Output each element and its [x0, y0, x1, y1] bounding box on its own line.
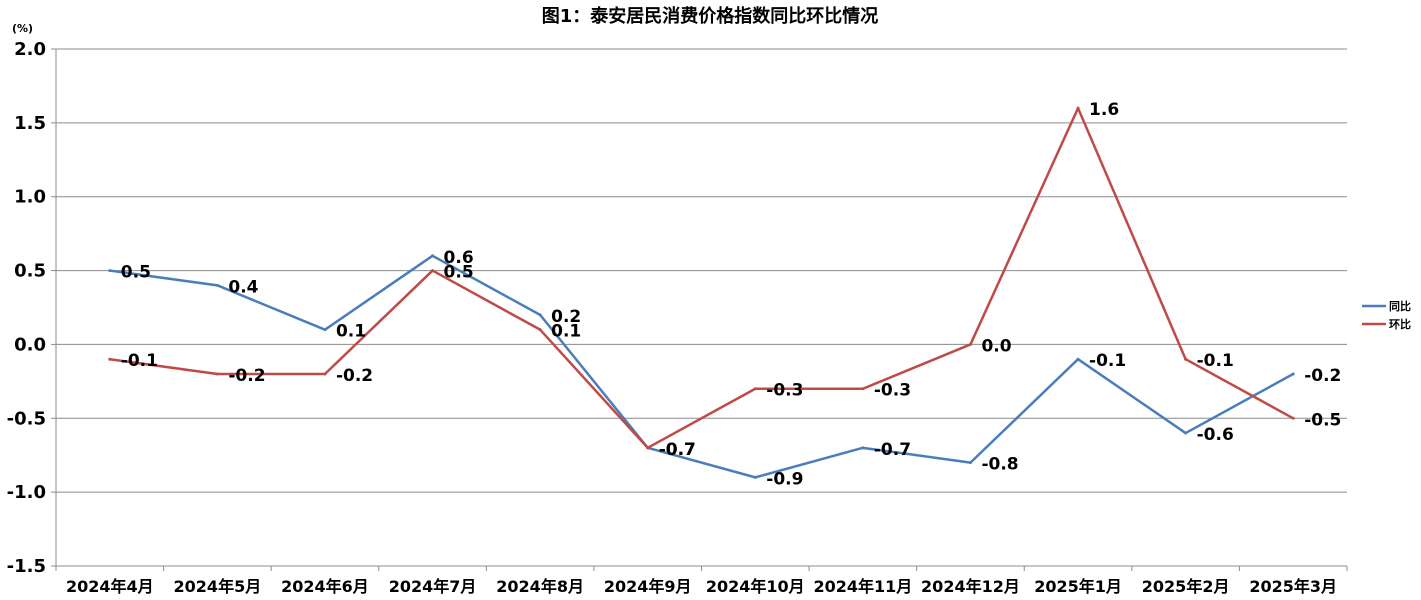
- data-label: 0.0: [981, 336, 1011, 356]
- x-tick-label: 2025年3月: [1249, 577, 1337, 596]
- data-point: [646, 446, 650, 450]
- data-label: -0.2: [336, 366, 373, 386]
- data-point: [861, 387, 865, 391]
- data-label: -0.1: [1197, 351, 1234, 371]
- axes: [51, 48, 1348, 571]
- legend-label: 同比: [1389, 299, 1411, 313]
- data-label: -0.2: [228, 366, 265, 386]
- y-tick-label: -0.5: [7, 408, 46, 429]
- data-label: -0.7: [659, 440, 696, 460]
- data-point: [108, 269, 112, 273]
- y-axis-ticks: 2.0 1.5 1.0 0.5 0.0 -0.5 -1.0 -1.5: [7, 39, 46, 577]
- x-tick-label: 2025年1月: [1034, 577, 1122, 596]
- data-point: [1291, 416, 1295, 420]
- data-point: [431, 269, 435, 273]
- y-tick-label: 1.5: [14, 113, 46, 134]
- x-tick-label: 2024年6月: [281, 577, 369, 596]
- data-point: [108, 357, 112, 361]
- data-point: [753, 475, 757, 479]
- data-point: [968, 461, 972, 465]
- data-label: 0.6: [444, 248, 474, 268]
- data-point: [1184, 431, 1188, 435]
- y-tick-label: 0.5: [14, 261, 46, 282]
- y-tick-label: -1.0: [7, 482, 46, 503]
- data-label: -0.6: [1197, 425, 1234, 445]
- x-tick-label: 2024年8月: [496, 577, 584, 596]
- data-point: [968, 342, 972, 346]
- data-label: -0.3: [766, 381, 803, 401]
- series-line-yoy: [109, 254, 1294, 479]
- data-point: [1076, 106, 1080, 110]
- y-tick-label: 1.0: [14, 187, 46, 208]
- x-tick-label: 2025年2月: [1142, 577, 1230, 596]
- y-tick-label: -1.5: [7, 556, 46, 577]
- data-label: 0.5: [121, 263, 151, 283]
- data-label: -0.2: [1304, 366, 1341, 386]
- series-line-mom: [109, 106, 1294, 450]
- legend: 同比环比: [1362, 299, 1411, 331]
- x-tick-label: 2024年10月: [706, 577, 805, 596]
- data-label: 0.2: [551, 307, 581, 327]
- data-labels: 0.5 0.4 0.1 0.6 0.2 -0.7 -0.9 -0.7 -0.8 -0.1 -0.6 -…: [121, 100, 1342, 489]
- data-label: 0.1: [336, 322, 366, 342]
- x-axis-ticks: 2024年4月 2024年5月 2024年6月 2024年7月 2024年8月 2024年…: [66, 577, 1337, 596]
- x-tick-label: 2024年4月: [66, 577, 154, 596]
- legend-label: 环比: [1389, 317, 1411, 331]
- chart-title: 图1：泰安居民消费价格指数同比环比情况: [542, 5, 879, 27]
- data-point: [431, 254, 435, 258]
- data-point: [1291, 372, 1295, 376]
- data-label: -0.1: [1089, 351, 1126, 371]
- x-tick-label: 2024年11月: [813, 577, 912, 596]
- data-point: [861, 446, 865, 450]
- y-axis-unit-label: (%): [12, 22, 33, 35]
- data-point: [538, 328, 542, 332]
- data-point: [323, 372, 327, 376]
- data-label: 0.4: [228, 277, 258, 297]
- y-tick-label: 2.0: [14, 39, 46, 60]
- x-tick-label: 2024年5月: [174, 577, 262, 596]
- data-point: [215, 283, 219, 287]
- series-lines: [108, 106, 1295, 479]
- x-tick-label: 2024年9月: [604, 577, 692, 596]
- data-label: 1.6: [1089, 100, 1119, 120]
- y-tick-label: 0.0: [14, 334, 46, 355]
- x-tick-label: 2024年12月: [921, 577, 1020, 596]
- data-label: -0.7: [874, 440, 911, 460]
- x-tick-label: 2024年7月: [389, 577, 477, 596]
- data-label: -0.5: [1304, 410, 1341, 430]
- data-label: -0.8: [981, 455, 1018, 475]
- data-point: [323, 328, 327, 332]
- data-label: -0.7: [659, 440, 696, 460]
- data-label: -0.3: [874, 381, 911, 401]
- data-point: [538, 313, 542, 317]
- data-label: 0.5: [444, 263, 474, 283]
- data-point: [215, 372, 219, 376]
- gridlines: [56, 48, 1347, 567]
- data-point: [1184, 357, 1188, 361]
- data-label: -0.1: [121, 351, 158, 371]
- data-point: [753, 387, 757, 391]
- data-label: -0.9: [766, 469, 803, 489]
- data-label: 0.1: [551, 322, 581, 342]
- data-point: [1076, 357, 1080, 361]
